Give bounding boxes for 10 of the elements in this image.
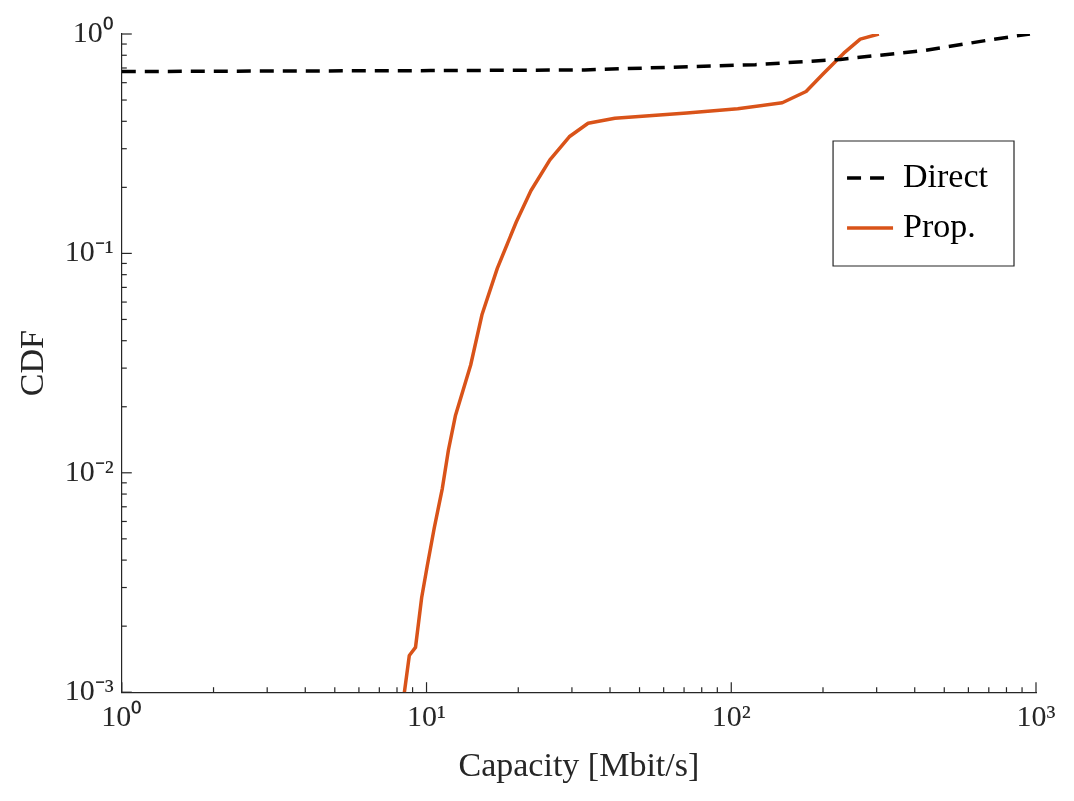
x-tick-label: 10³ (1016, 699, 1056, 733)
y-tick-label: 10⁻¹ (64, 234, 114, 268)
y-axis-title: CDF (13, 330, 51, 397)
x-tick-label: 10² (711, 699, 751, 733)
x-tick-label: 10¹ (407, 699, 447, 733)
y-tick-label: 10⁻² (64, 453, 114, 487)
legend-label: Prop. (903, 206, 976, 244)
legend-label: Direct (903, 156, 989, 194)
y-tick-label: 10⁰ (72, 14, 114, 48)
x-axis-title: Capacity [Mbit/s] (458, 745, 700, 783)
